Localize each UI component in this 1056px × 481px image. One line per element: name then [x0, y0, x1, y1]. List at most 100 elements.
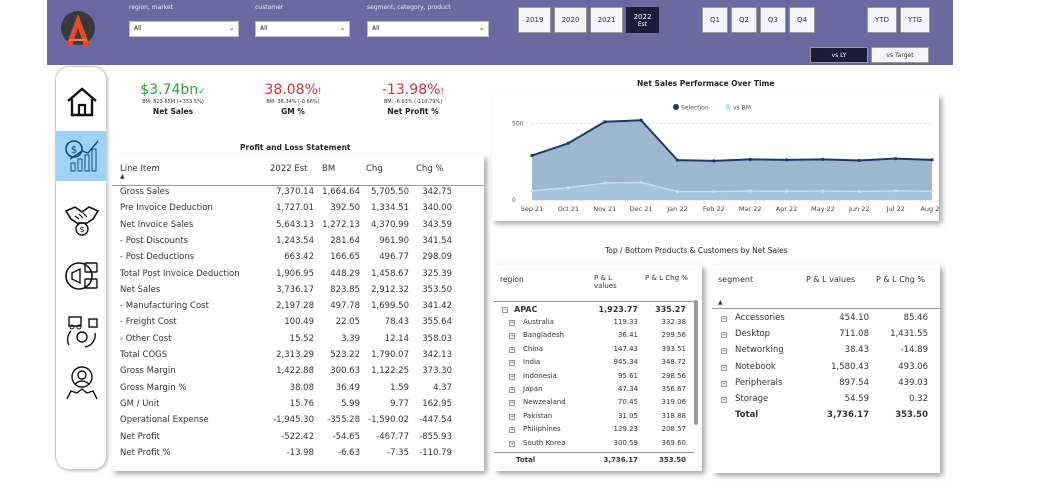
- data-point[interactable]: [930, 158, 934, 162]
- region-row-name[interactable]: Philiphines: [523, 425, 561, 434]
- pl-row[interactable]: - Post Discounts 1,243.54 281.64 961.90 341.…: [120, 236, 460, 252]
- expand-icon[interactable]: +: [721, 332, 727, 339]
- segment-row-name[interactable]: Storage: [735, 394, 769, 404]
- pl-row[interactable]: Net Sales 3,736.17 823.85 2,912.32 353.50: [120, 285, 460, 301]
- nav-sales[interactable]: $: [56, 193, 106, 243]
- quarter-button-Q1[interactable]: Q1: [702, 7, 728, 33]
- data-point[interactable]: [639, 180, 643, 184]
- collapse-icon[interactable]: −: [502, 307, 508, 313]
- nav-finance[interactable]: $: [56, 131, 106, 181]
- region-row-name[interactable]: Pakistan: [523, 411, 553, 420]
- region-row-name[interactable]: Newzealand: [523, 398, 566, 407]
- year-button-2021[interactable]: 2021: [590, 7, 623, 33]
- region-header-chg[interactable]: P & L Chg %: [645, 274, 688, 282]
- expand-icon[interactable]: +: [509, 400, 515, 407]
- expand-icon[interactable]: +: [509, 346, 515, 353]
- segment-header-chg[interactable]: P & L Chg %: [876, 275, 926, 284]
- pl-row[interactable]: Gross Margin 1,422.88 300.63 1,122.25 373.30: [120, 366, 460, 382]
- data-point[interactable]: [675, 158, 680, 162]
- data-point[interactable]: [784, 189, 789, 193]
- expand-icon[interactable]: +: [509, 440, 515, 447]
- pl-header-chg-pct[interactable]: Chg %: [416, 164, 444, 174]
- pl-row[interactable]: Gross Margin % 38.08 36.49 1.59 4.37: [120, 383, 460, 399]
- pl-row[interactable]: Total Post Invoice Deduction 1,906.95 448.…: [120, 269, 460, 285]
- region-scrollbar[interactable]: [694, 300, 698, 425]
- expand-icon[interactable]: +: [509, 373, 515, 380]
- pl-row[interactable]: - Freight Cost 100.49 22.05 78.43 355.64: [120, 317, 460, 333]
- region-row-name[interactable]: South Korea: [523, 438, 566, 447]
- data-point[interactable]: [748, 157, 752, 161]
- kpi-card-0[interactable]: $3.74bn✓ BM: 823.85M (+353.5%) Net Sales: [118, 82, 228, 116]
- nav-marketing[interactable]: [56, 251, 106, 301]
- expand-icon[interactable]: +: [509, 413, 515, 420]
- pl-header-chg[interactable]: Chg: [366, 164, 383, 174]
- pl-row[interactable]: Total COGS 2,313.29 523.22 1,790.07 342.13: [120, 350, 460, 366]
- data-point[interactable]: [857, 158, 861, 163]
- data-point[interactable]: [857, 189, 861, 194]
- data-point[interactable]: [603, 181, 607, 185]
- pl-header-year[interactable]: 2022 Est: [270, 164, 308, 174]
- segment-row-name[interactable]: Desktop: [735, 329, 771, 340]
- segment-row-name[interactable]: Accessories: [735, 313, 785, 323]
- pl-row[interactable]: - Post Deductions 663.42 166.65 496.77 298.0…: [120, 252, 460, 268]
- filter-dropdown[interactable]: All ⌄: [255, 21, 350, 37]
- pl-header-line-item[interactable]: Line Item: [120, 164, 160, 174]
- pl-row[interactable]: Net Profit -522.42 -54.65 -467.77 -855.93: [120, 432, 460, 448]
- pl-row[interactable]: Gross Sales 7,370.14 1,664.64 5,705.50 342.7…: [120, 187, 460, 203]
- nav-home[interactable]: [56, 77, 106, 127]
- expand-icon[interactable]: +: [721, 348, 727, 355]
- segment-row-name[interactable]: Peripherals: [735, 377, 783, 388]
- segment-header-values[interactable]: P & L values: [806, 275, 856, 284]
- year-button-2020[interactable]: 2020: [554, 7, 587, 33]
- pl-row[interactable]: Net Invoice Sales 5,643.13 1,272.13 4,370.9…: [120, 220, 460, 236]
- period-button-YTG[interactable]: YTG: [900, 7, 930, 33]
- nav-executive[interactable]: [56, 357, 106, 407]
- region-row-name[interactable]: China: [523, 344, 543, 353]
- nav-supply-chain[interactable]: [56, 307, 106, 357]
- pl-row[interactable]: Operational Expense -1,945.30 -355.28 -1,59…: [120, 415, 460, 431]
- region-header-values[interactable]: P & L values: [594, 274, 617, 290]
- data-point[interactable]: [894, 157, 898, 161]
- data-point[interactable]: [530, 153, 534, 158]
- expand-icon[interactable]: +: [509, 387, 515, 393]
- expand-icon[interactable]: +: [721, 316, 727, 322]
- expand-icon[interactable]: +: [509, 427, 515, 434]
- filter-dropdown[interactable]: All ⌄: [367, 21, 489, 37]
- compare-button-0[interactable]: vs LY: [810, 47, 868, 63]
- region-row-name[interactable]: Bangladesh: [523, 331, 565, 340]
- region-row-name[interactable]: India: [523, 358, 541, 367]
- segment-row-name[interactable]: Notebook: [735, 361, 776, 372]
- data-point[interactable]: [821, 157, 825, 161]
- pl-row[interactable]: - Manufacturing Cost 2,197.28 497.78 1,699.…: [120, 301, 460, 317]
- region-row-name[interactable]: Indonesia: [523, 371, 557, 380]
- data-point[interactable]: [566, 186, 570, 190]
- kpi-card-1[interactable]: 38.08%! BM: 38.34% (-0.66%) GM %: [238, 82, 348, 116]
- compare-button-1[interactable]: vs Target: [871, 47, 929, 63]
- year-button-2019[interactable]: 2019: [518, 7, 551, 33]
- pl-row[interactable]: - Other Cost 15.52 3.39 12.14 358.03: [120, 334, 460, 350]
- period-button-YTD[interactable]: YTD: [867, 7, 897, 33]
- quarter-button-Q4[interactable]: Q4: [789, 7, 815, 33]
- data-point[interactable]: [530, 189, 534, 193]
- expand-icon[interactable]: +: [509, 320, 515, 326]
- segment-row-name[interactable]: Networking: [735, 345, 784, 356]
- pl-row[interactable]: GM / Unit 15.76 5.99 9.77 162.95: [120, 399, 460, 415]
- region-row-name[interactable]: Japan: [523, 385, 543, 393]
- expand-icon[interactable]: +: [509, 360, 515, 367]
- data-point[interactable]: [784, 158, 789, 162]
- data-point[interactable]: [748, 189, 752, 193]
- pl-row[interactable]: Net Profit % -13.98 -6.63 -7.35 -110.79: [120, 448, 460, 464]
- data-point[interactable]: [603, 120, 607, 124]
- expand-icon[interactable]: +: [721, 364, 727, 371]
- data-point[interactable]: [930, 189, 934, 193]
- data-point[interactable]: [821, 189, 825, 193]
- quarter-button-Q3[interactable]: Q3: [760, 7, 786, 33]
- region-header-name[interactable]: region: [500, 275, 524, 284]
- region-row-name[interactable]: Australia: [523, 318, 554, 326]
- expand-icon[interactable]: +: [509, 333, 515, 340]
- pl-header-bm[interactable]: BM: [322, 164, 336, 174]
- kpi-card-2[interactable]: -13.98%! BM: -6.63% (-110.79%) Net Profit …: [358, 82, 468, 116]
- year-button-2022[interactable]: 2022 Est: [626, 7, 659, 33]
- expand-icon[interactable]: +: [721, 380, 727, 387]
- data-point[interactable]: [712, 189, 716, 194]
